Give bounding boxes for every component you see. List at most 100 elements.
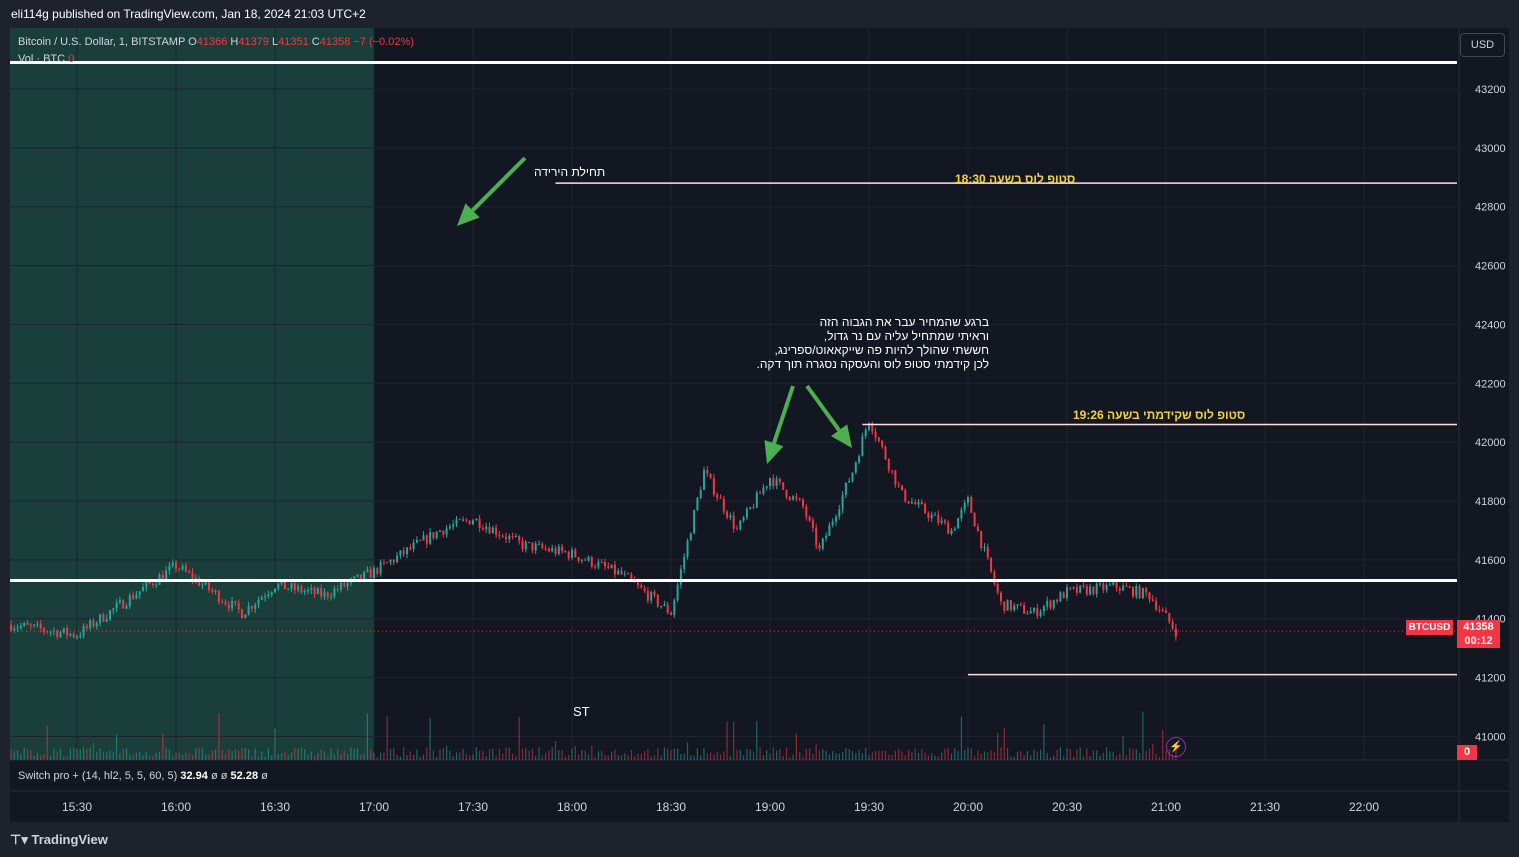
volume-bar: [132, 754, 134, 760]
volume-bar: [432, 750, 434, 760]
volume-bar: [937, 756, 939, 760]
price-chart[interactable]: 4100041200414004160041800420004220042400…: [10, 28, 1509, 822]
candle-body: [934, 514, 936, 516]
volume-bar: [554, 741, 557, 760]
volume-bar: [1129, 747, 1131, 760]
candle-body: [967, 497, 969, 503]
candle-body: [1155, 600, 1158, 610]
volume-bar: [158, 751, 161, 760]
volume-bar: [878, 750, 880, 760]
volume-bar: [680, 754, 682, 760]
candle-body: [947, 522, 950, 534]
volume-bar: [1007, 748, 1009, 760]
candle-body: [198, 578, 201, 586]
volume-bar: [436, 756, 438, 760]
candle-body: [386, 562, 389, 564]
candle-body: [406, 547, 408, 555]
candle-body: [663, 604, 666, 606]
volume-bar: [178, 752, 180, 760]
volume-bar: [828, 754, 830, 760]
volume-bar: [83, 747, 85, 760]
volume-bar: [875, 750, 877, 760]
volume-bar: [528, 750, 530, 760]
candle-body: [297, 586, 300, 590]
volume-bar: [591, 745, 593, 760]
candle-body: [445, 528, 448, 535]
candle-body: [495, 527, 498, 535]
volume-bar: [891, 755, 893, 760]
lightning-icon[interactable]: ⚡: [1166, 737, 1186, 757]
volume-bar: [713, 754, 715, 760]
volume-bar: [1142, 711, 1144, 760]
volume-bar: [1036, 751, 1038, 760]
volume-bar: [541, 755, 543, 760]
volume-bar: [832, 751, 834, 760]
volume-bar: [1106, 747, 1108, 760]
candle-body: [980, 530, 983, 549]
volume-bar: [1092, 750, 1094, 760]
candle-body: [132, 595, 135, 599]
currency-button[interactable]: USD: [1460, 33, 1505, 57]
volume-bar: [792, 754, 794, 760]
volume-bar: [1063, 755, 1065, 760]
volume-bar: [139, 751, 141, 760]
volume-bar: [947, 748, 949, 760]
candle-body: [330, 596, 333, 598]
candle-body: [237, 602, 240, 610]
candle-body: [208, 581, 210, 590]
candle-body: [953, 528, 956, 531]
candle-body: [66, 628, 69, 636]
candle-body: [1141, 588, 1144, 599]
candle-body: [49, 631, 52, 633]
volume-bar: [17, 750, 19, 760]
candle-body: [524, 542, 527, 550]
tradingview-logo[interactable]: ⊤▾ TradingView: [10, 832, 108, 848]
candle-body: [960, 509, 963, 519]
candle-body: [221, 601, 224, 603]
candle-body: [151, 583, 154, 586]
candle-body: [303, 591, 306, 593]
highlight-zone: [10, 28, 374, 760]
volume-bar: [168, 749, 170, 760]
volume-bar: [607, 755, 609, 760]
candle-body: [557, 546, 560, 554]
volume-bar: [43, 753, 45, 760]
candle-body: [112, 608, 115, 611]
chart-area[interactable]: 4100041200414004160041800420004220042400…: [10, 28, 1509, 822]
volume-bar: [238, 751, 240, 760]
candle-body: [551, 548, 554, 552]
candle-body: [85, 626, 88, 628]
volume-bar: [987, 751, 989, 760]
volume-bar: [251, 756, 253, 760]
candle-body: [1165, 610, 1167, 614]
candle-body: [587, 556, 590, 561]
volume-bar: [234, 749, 236, 760]
candle-body: [815, 527, 818, 546]
candle-body: [1118, 587, 1121, 591]
candle-body: [458, 519, 461, 521]
volume-price-tag: 0: [1457, 745, 1477, 760]
volume-bar: [383, 752, 385, 760]
volume-bar: [182, 754, 184, 760]
candle-body: [95, 623, 98, 627]
volume-bar: [1016, 752, 1019, 760]
candle-body: [1023, 604, 1026, 614]
candle-body: [600, 561, 603, 563]
candle-body: [1079, 585, 1082, 593]
arrow-right-swing-head: [830, 424, 852, 448]
candle-body: [617, 570, 620, 575]
volume-bar: [254, 748, 256, 760]
volume-bar: [376, 756, 378, 760]
candle-body: [69, 633, 72, 636]
candle-body: [363, 571, 366, 580]
volume-bar: [660, 755, 662, 760]
candle-body: [142, 587, 144, 592]
candle-body: [340, 582, 342, 590]
candle-body: [1036, 608, 1039, 617]
annotation-st: ST: [573, 704, 590, 719]
candle-body: [607, 566, 610, 569]
volume-bar: [1158, 756, 1160, 760]
volume-bar: [317, 753, 319, 760]
volume-bar: [1020, 751, 1022, 760]
volume-bar: [898, 749, 900, 760]
